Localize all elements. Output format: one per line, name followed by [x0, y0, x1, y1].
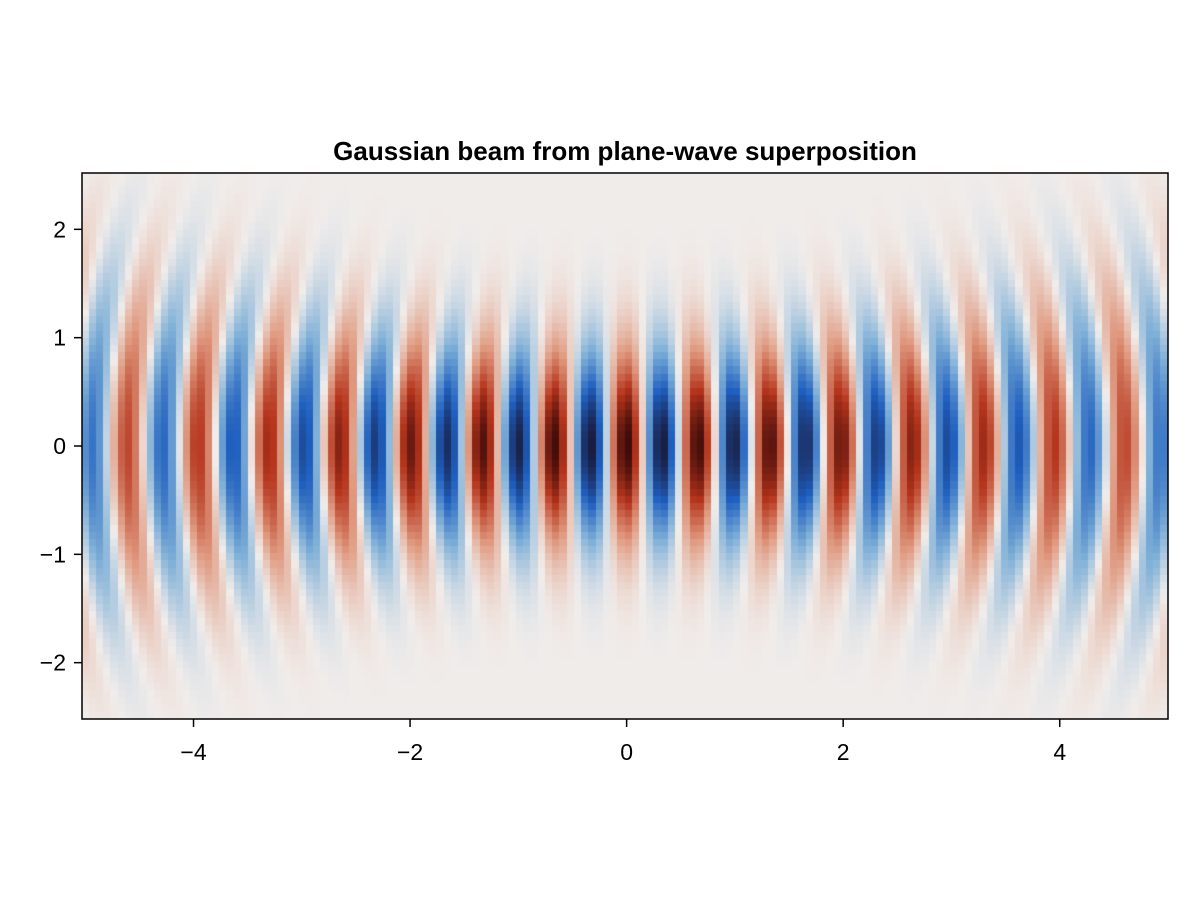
- x-tick-label: 0: [620, 739, 633, 765]
- heatmap-image: [82, 173, 1168, 719]
- y-tick-label: 2: [53, 216, 66, 242]
- y-tick-label: 1: [53, 325, 66, 351]
- chart-title: Gaussian beam from plane-wave superposit…: [333, 136, 917, 166]
- x-axis: −4 −2 0 2 4: [180, 719, 1066, 765]
- plot-area: [81, 172, 1169, 720]
- y-tick-label: 0: [53, 433, 66, 459]
- y-tick-label: −2: [40, 650, 66, 676]
- x-tick-label: −2: [397, 739, 423, 765]
- x-tick-label: −4: [180, 739, 206, 765]
- x-tick-label: 2: [837, 739, 850, 765]
- y-axis: −2 −1 0 1 2: [40, 216, 82, 676]
- x-tick-label: 4: [1053, 739, 1066, 765]
- y-tick-label: −1: [40, 541, 66, 567]
